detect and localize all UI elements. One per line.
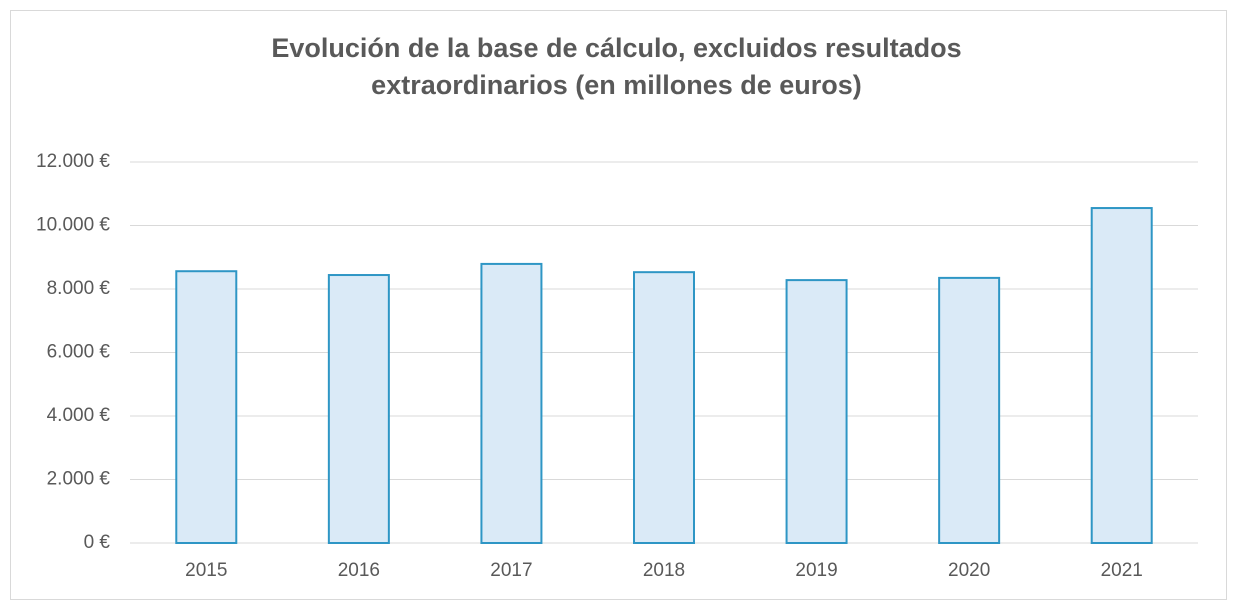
x-tick-label: 2020 (948, 560, 990, 581)
bar (1090, 207, 1153, 544)
x-tick-label: 2019 (795, 560, 837, 581)
x-tick-label: 2015 (185, 560, 227, 581)
bar (938, 276, 1001, 544)
x-tick-label: 2017 (490, 560, 532, 581)
chart-frame (10, 10, 1227, 600)
y-tick-label: 10.000 € (36, 215, 110, 236)
bar (175, 270, 238, 544)
y-tick-label: 12.000 € (36, 151, 110, 172)
x-tick-label: 2021 (1101, 560, 1143, 581)
bar (785, 279, 848, 544)
bar (480, 262, 543, 544)
y-tick-label: 2.000 € (47, 469, 111, 490)
y-tick-label: 8.000 € (47, 278, 111, 299)
bar (327, 274, 390, 544)
y-tick-label: 6.000 € (47, 342, 111, 363)
y-tick-label: 0 € (84, 532, 111, 553)
x-tick-label: 2016 (338, 560, 380, 581)
x-tick-label: 2018 (643, 560, 685, 581)
y-tick-label: 4.000 € (47, 405, 111, 426)
chart-title: Evolución de la base de cálculo, excluid… (271, 33, 962, 100)
bar (633, 271, 695, 544)
